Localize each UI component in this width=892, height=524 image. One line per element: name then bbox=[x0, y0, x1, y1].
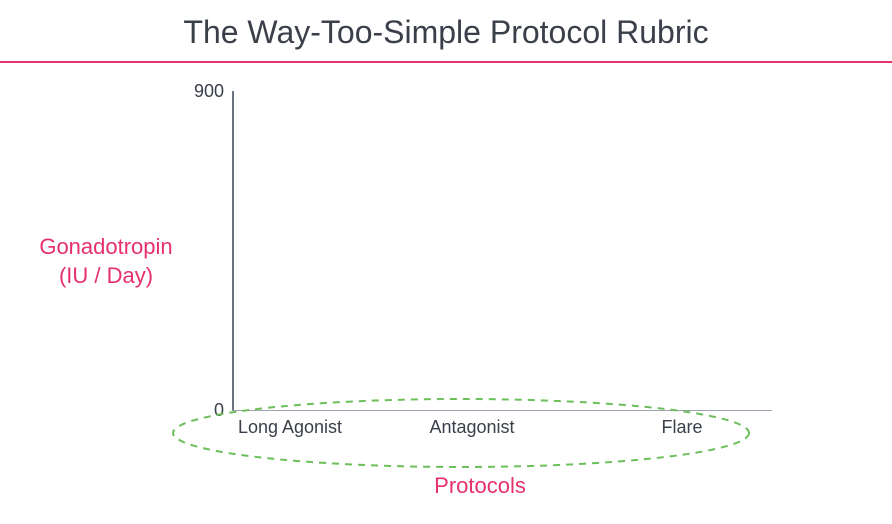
x-tick-category-2: Antagonist bbox=[402, 417, 542, 438]
plot-region: 900 0 Long Agonist Antagonist Flare bbox=[232, 91, 772, 411]
y-axis-label-line2: (IU / Day) bbox=[59, 263, 153, 288]
y-axis-line bbox=[232, 91, 234, 411]
y-tick-max: 900 bbox=[164, 81, 224, 102]
y-tick-min: 0 bbox=[164, 400, 224, 421]
x-axis-line bbox=[232, 410, 772, 411]
y-axis-label-line1: Gonadotropin bbox=[39, 234, 172, 259]
y-axis-label: Gonadotropin (IU / Day) bbox=[16, 233, 196, 290]
x-axis-label: Protocols bbox=[380, 473, 580, 499]
chart-area: Gonadotropin (IU / Day) 900 0 Long Agoni… bbox=[0, 63, 892, 503]
x-tick-category-1: Long Agonist bbox=[220, 417, 360, 438]
x-tick-category-3: Flare bbox=[632, 417, 732, 438]
chart-title: The Way-Too-Simple Protocol Rubric bbox=[0, 0, 892, 61]
